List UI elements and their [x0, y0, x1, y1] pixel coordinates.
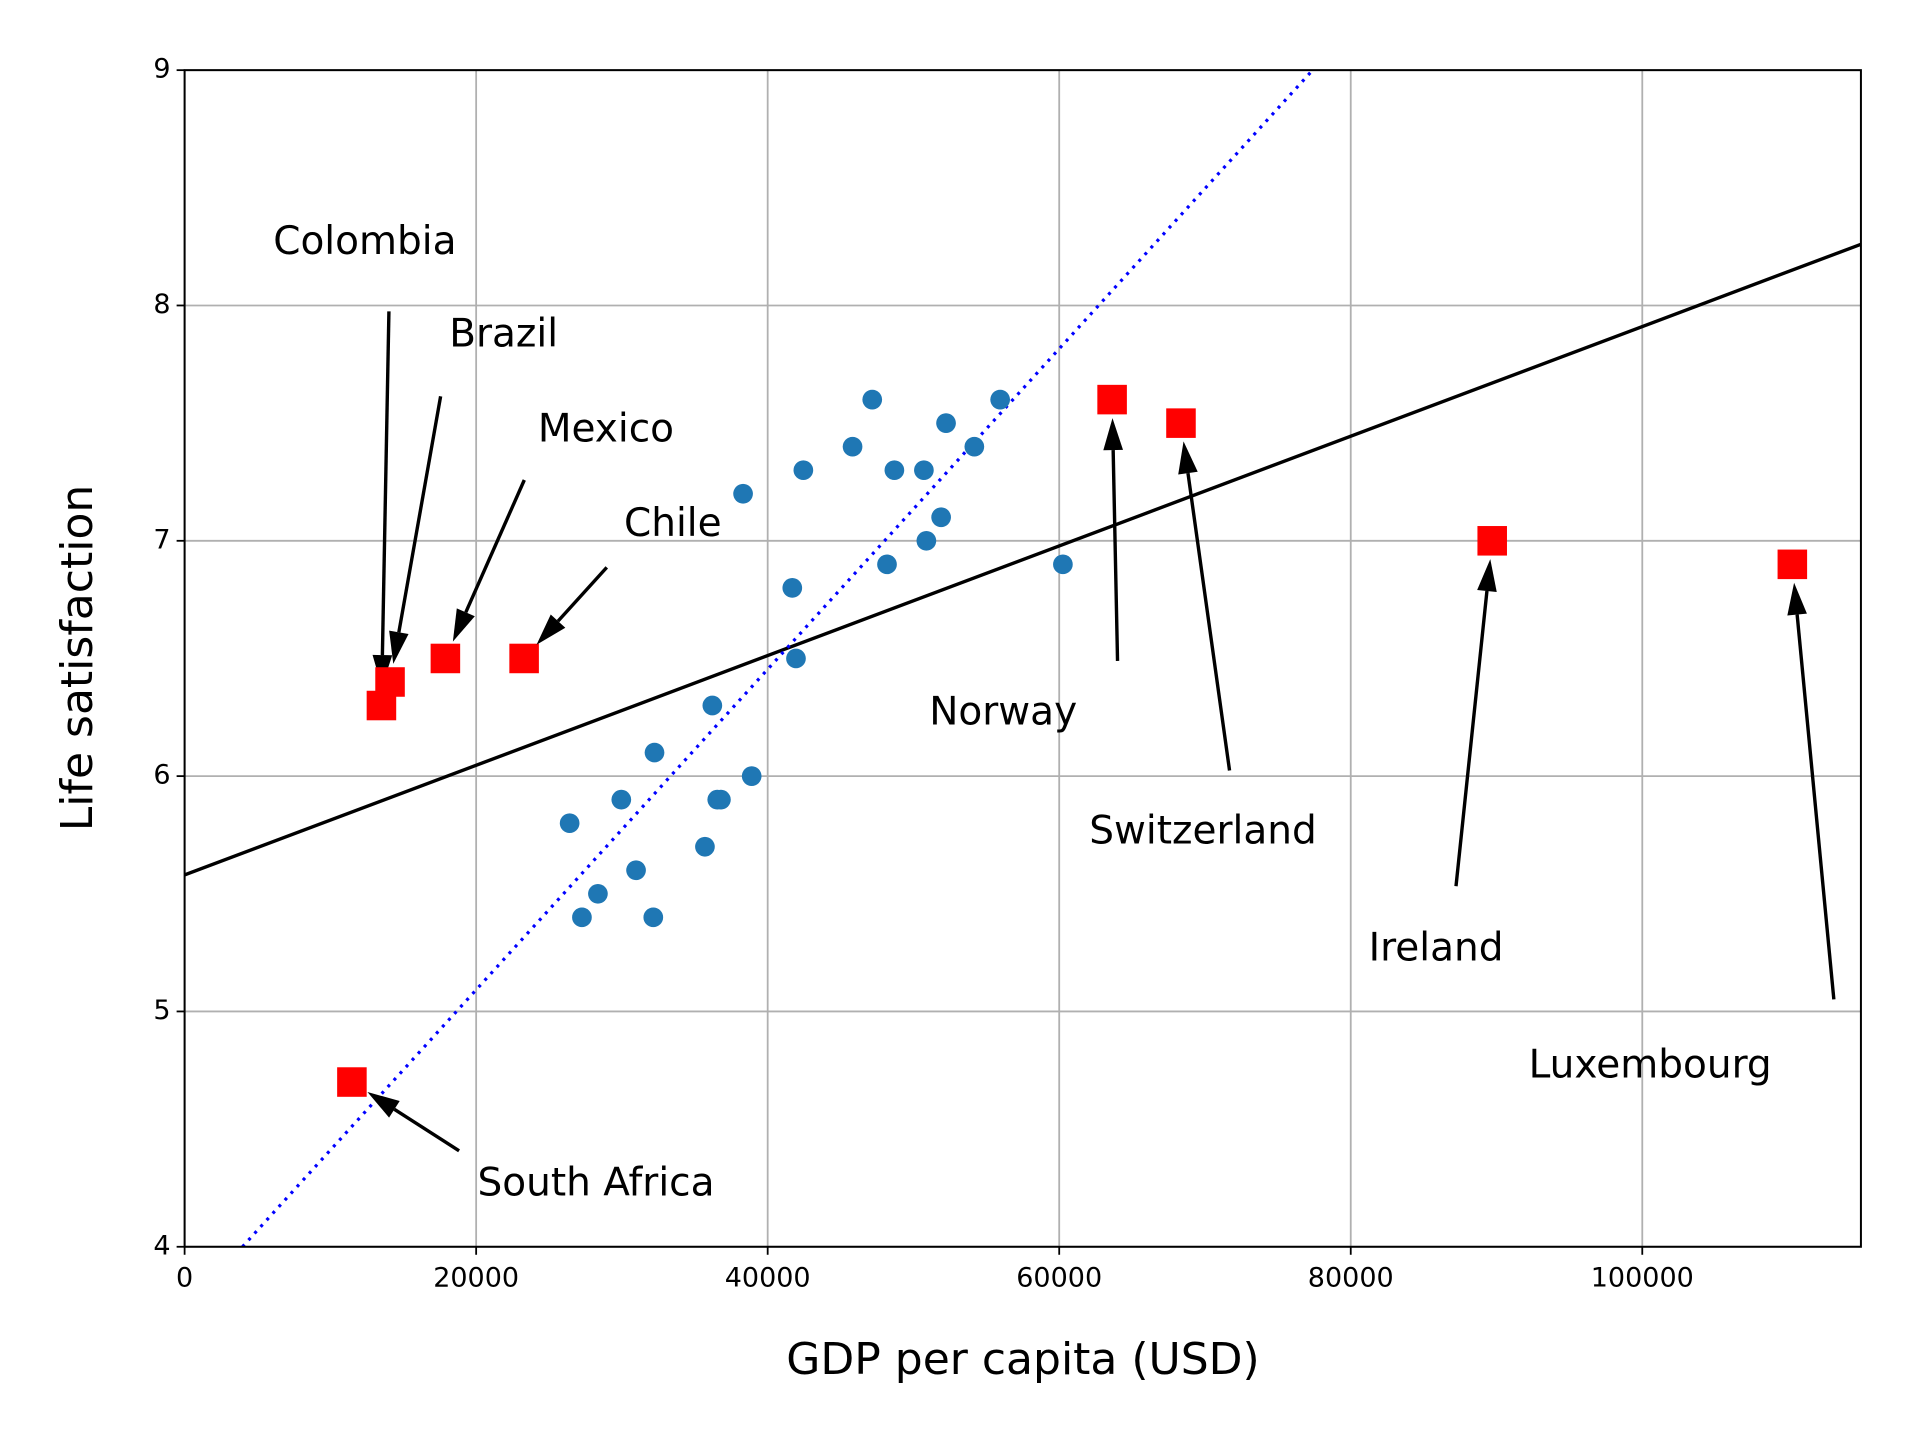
x-tick-label: 100000	[1591, 1262, 1694, 1293]
annotation-arrow	[464, 479, 526, 613]
annotation-label: South Africa	[478, 1161, 715, 1206]
data-point	[733, 483, 753, 504]
data-point	[711, 789, 731, 810]
data-point	[793, 460, 814, 481]
data-point	[842, 436, 863, 457]
fit-line	[184, 242, 1862, 877]
data-point	[695, 836, 715, 857]
x-axis-label: GDP per capita (USD)	[786, 1334, 1259, 1385]
plot-frame	[183, 69, 1862, 1248]
y-tick-label: 5	[153, 995, 170, 1026]
highlight-point	[375, 667, 405, 697]
data-point	[884, 460, 905, 481]
highlight-point	[1477, 526, 1507, 556]
annotation-arrow	[1111, 450, 1120, 661]
x-tick-label: 80000	[1308, 1262, 1394, 1293]
highlight-point	[430, 643, 461, 674]
arrow-head	[1787, 582, 1807, 616]
annotation-label: Colombia	[273, 219, 456, 264]
overlay: 0 20000 40000 60000 80000 100000 4 5 6 7 8 9 South A…	[153, 54, 1862, 1293]
data-point	[702, 695, 723, 716]
annotation-label: Luxembourg	[1529, 1043, 1772, 1088]
x-tick-label: 60000	[1016, 1262, 1102, 1293]
data-point	[914, 460, 934, 481]
y-axis-label: Life satisfaction	[52, 485, 103, 832]
data-point	[643, 907, 664, 928]
annotation-arrow	[393, 1107, 460, 1153]
data-point	[877, 554, 897, 575]
fit-line	[241, 70, 1314, 1247]
annotation-arrow	[1186, 472, 1232, 771]
data-point	[741, 766, 762, 786]
annotation-arrow	[1795, 614, 1836, 1000]
data-point	[931, 507, 951, 528]
y-tick-label: 8	[153, 289, 170, 320]
data-point	[786, 648, 806, 669]
annotation-label: Brazil	[449, 312, 558, 357]
data-point	[588, 883, 608, 904]
y-tick-label: 4	[153, 1230, 170, 1261]
data-point	[559, 813, 580, 834]
highlight-point	[1097, 384, 1127, 415]
grid	[183, 69, 1861, 1248]
x-tick-label: 20000	[433, 1262, 519, 1293]
annotation-label: Mexico	[538, 406, 674, 451]
arrow-head	[1103, 418, 1124, 451]
annotation-arrow	[380, 311, 391, 656]
highlight-point	[509, 643, 539, 674]
y-tick-label: 7	[153, 524, 170, 555]
arrow-head	[1178, 441, 1198, 475]
annotation-arrow	[397, 396, 443, 633]
arrow-head	[367, 1092, 400, 1118]
data-point	[964, 436, 985, 457]
data-point	[862, 389, 883, 410]
annotation-label: Chile	[624, 501, 722, 546]
data-point	[916, 530, 937, 551]
data-point	[782, 578, 803, 598]
annotation-label: Ireland	[1369, 926, 1504, 971]
annotation-arrow	[1454, 590, 1489, 887]
y-tick-label: 6	[153, 760, 170, 791]
highlight-point	[1166, 408, 1196, 438]
highlight-point	[1777, 549, 1808, 580]
annotation-arrow	[556, 566, 609, 623]
data-point	[626, 860, 646, 881]
data-point	[990, 389, 1011, 410]
data-point	[572, 907, 592, 928]
highlight-point	[337, 1067, 367, 1097]
plot-area	[184, 70, 1862, 1247]
data-point	[644, 742, 665, 763]
data-point	[936, 413, 956, 433]
x-tick-label: 0	[176, 1262, 193, 1293]
annotation-label: Switzerland	[1089, 809, 1317, 854]
arrow-head	[536, 614, 566, 645]
x-tick-label: 40000	[725, 1262, 811, 1293]
y-tick-label: 9	[153, 54, 170, 85]
arrow-head	[389, 630, 409, 664]
data-point	[611, 789, 632, 810]
data-point	[1053, 554, 1073, 575]
annotation-label: Norway	[929, 689, 1077, 734]
arrow-head	[1477, 559, 1497, 593]
arrow-head	[452, 608, 475, 642]
